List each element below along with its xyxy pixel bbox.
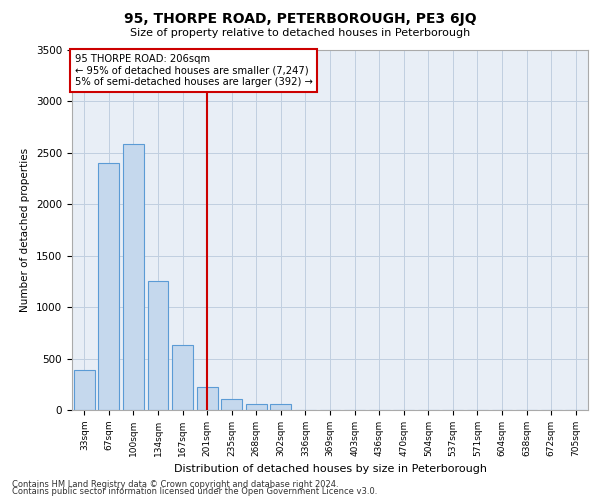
X-axis label: Distribution of detached houses by size in Peterborough: Distribution of detached houses by size … (173, 464, 487, 474)
Text: Contains HM Land Registry data © Crown copyright and database right 2024.: Contains HM Land Registry data © Crown c… (12, 480, 338, 489)
Bar (197, 388, 218, 410)
Text: 95 THORPE ROAD: 206sqm
← 95% of detached houses are smaller (7,247)
5% of semi-d: 95 THORPE ROAD: 206sqm ← 95% of detached… (74, 54, 313, 87)
Bar (98, 163, 119, 410)
Bar (74, 370, 95, 410)
Bar (148, 282, 169, 410)
Bar (123, 144, 144, 410)
Text: Contains public sector information licensed under the Open Government Licence v3: Contains public sector information licen… (12, 487, 377, 496)
Text: 95, THORPE ROAD, PETERBOROUGH, PE3 6JQ: 95, THORPE ROAD, PETERBOROUGH, PE3 6JQ (124, 12, 476, 26)
Y-axis label: Number of detached properties: Number of detached properties (20, 148, 31, 312)
Bar (271, 404, 292, 410)
Text: Size of property relative to detached houses in Peterborough: Size of property relative to detached ho… (130, 28, 470, 38)
Bar (246, 404, 267, 410)
Bar (221, 398, 242, 410)
Bar (172, 345, 193, 410)
